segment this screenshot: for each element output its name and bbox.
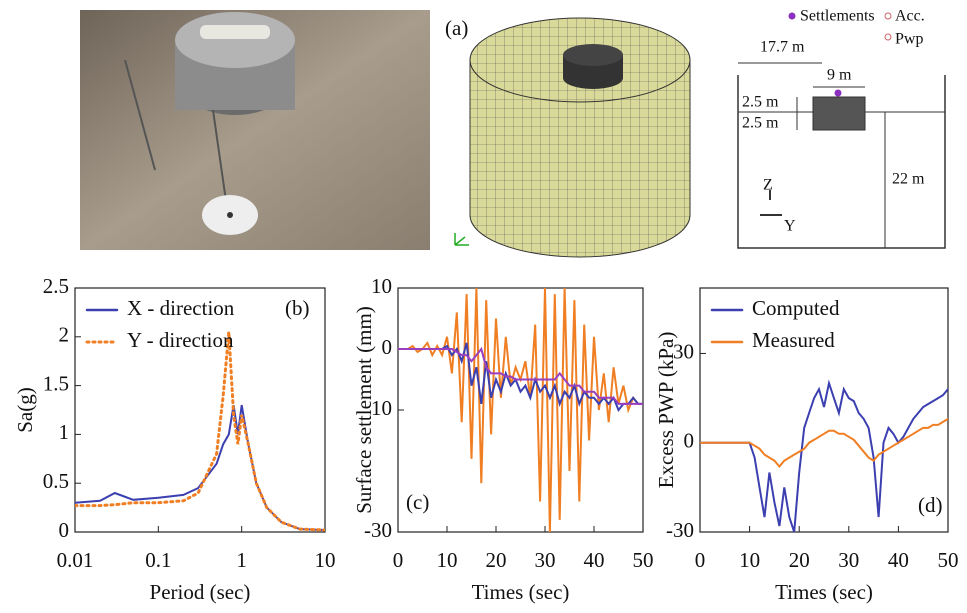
legend-label: Acc.	[895, 8, 925, 25]
y-tick-label: 0	[59, 518, 70, 542]
x-tick-label: 10	[437, 548, 458, 572]
y-tick-label: 1.5	[43, 371, 69, 395]
y-tick-label: 30	[673, 339, 694, 363]
dimension-label: 2.5 m	[742, 115, 779, 132]
x-tick-label: 50	[938, 548, 959, 572]
plot-frame	[397, 287, 644, 533]
x-tick-label: 0.01	[57, 548, 94, 572]
y-axis-label: Sa(g)	[13, 387, 37, 433]
legend-label: Measured	[752, 328, 835, 352]
x-axis-label: Period (sec)	[150, 580, 251, 604]
series-line	[700, 417, 948, 469]
dimension-label: 17.7 m	[760, 39, 805, 56]
x-tick-label: 20	[789, 548, 810, 572]
y-tick-label: 2	[59, 323, 70, 347]
x-tick-label: 20	[486, 548, 507, 572]
x-tick-label: 30	[838, 548, 859, 572]
x-tick-label: 40	[888, 548, 909, 572]
x-tick-label: 1	[236, 548, 247, 572]
y-tick-label: 10	[371, 274, 392, 298]
x-tick-label: 0.1	[145, 548, 171, 572]
y-tick-label: 1	[59, 420, 70, 444]
series-line	[700, 379, 948, 532]
panel-label: (b)	[285, 296, 310, 320]
x-tick-label: 0	[695, 548, 706, 572]
series-line	[398, 288, 643, 532]
x-axis-label: Times (sec)	[472, 580, 570, 604]
y-tick-label: 0	[382, 335, 393, 359]
x-tick-label: 30	[535, 548, 556, 572]
plot-frame	[74, 287, 326, 533]
legend-label: Computed	[752, 296, 840, 320]
x-tick-label: 0	[393, 548, 404, 572]
axis-label: Z	[763, 177, 773, 194]
y-axis-label: Excess PWP (kPa)	[654, 332, 678, 489]
legend-label: Pwp	[895, 31, 923, 48]
legend-label: Y - direction	[127, 328, 234, 352]
y-tick-label: 0	[684, 429, 695, 453]
photo	[80, 10, 430, 250]
y-tick-label: -30	[666, 518, 694, 542]
y-tick-label: 2.5	[43, 274, 69, 298]
dimension-label: 22 m	[892, 171, 925, 188]
axis-label: Y	[784, 218, 796, 235]
dimension-label: 2.5 m	[742, 94, 779, 111]
panel-label: (a)	[445, 16, 468, 40]
plot-frame	[699, 287, 949, 533]
series-line	[75, 331, 325, 532]
dimension-label: 9 m	[827, 67, 852, 84]
x-tick-label: 50	[633, 548, 654, 572]
panel-label: (d)	[918, 493, 943, 517]
y-tick-label: -30	[364, 518, 392, 542]
x-tick-label: 10	[739, 548, 760, 572]
y-axis-label: Surface settlement (mm)	[352, 306, 376, 514]
mesh-model	[454, 17, 691, 258]
x-tick-label: 40	[584, 548, 605, 572]
schematic	[737, 12, 946, 249]
legend-label: X - direction	[127, 296, 235, 320]
y-tick-label: 10	[371, 396, 392, 420]
panel-label: (c)	[406, 490, 429, 514]
x-tick-label: 10	[315, 548, 336, 572]
series-line	[398, 346, 643, 405]
y-tick-label: 0.5	[43, 469, 69, 493]
series-line	[75, 404, 325, 531]
legend-label: Settlements	[800, 8, 875, 25]
x-axis-label: Times (sec)	[775, 580, 873, 604]
